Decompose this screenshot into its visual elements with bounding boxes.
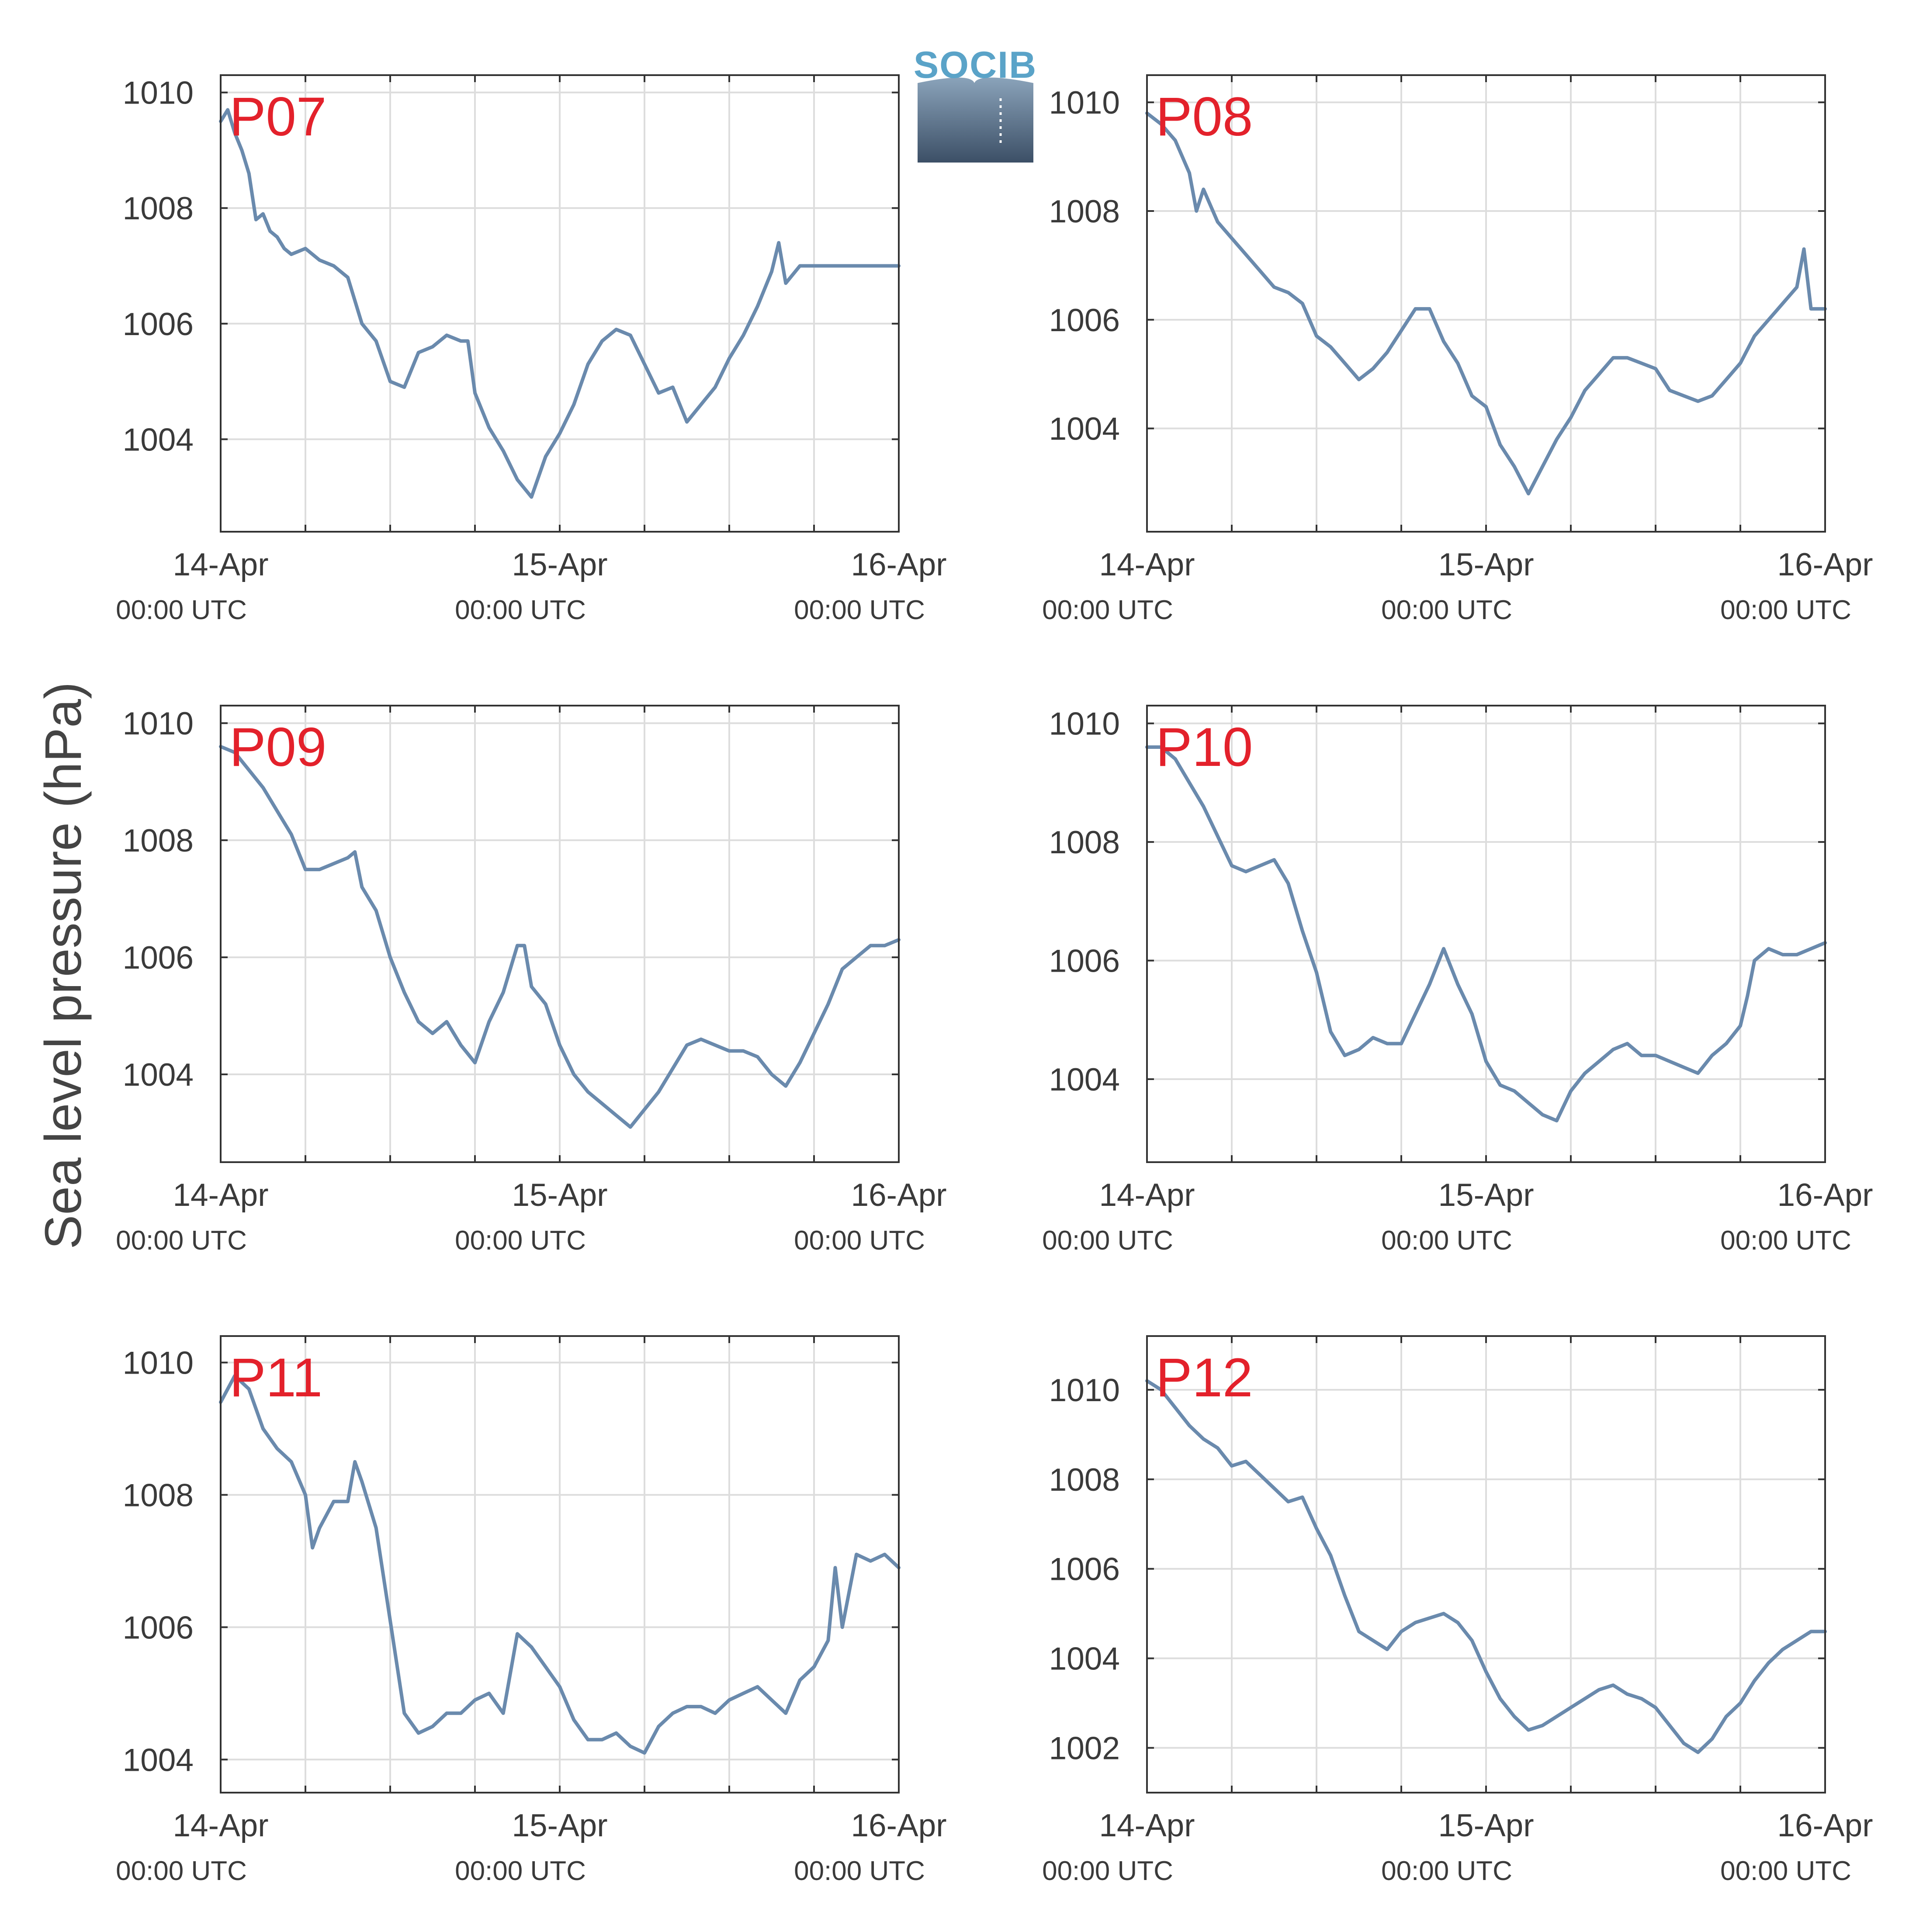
x-tick-label-time: 00:00 UTC bbox=[116, 1226, 247, 1256]
x-tick-label-day: 14-Apr bbox=[173, 547, 268, 582]
x-tick-label-time: 00:00 UTC bbox=[1720, 1856, 1851, 1886]
x-tick-label-time: 00:00 UTC bbox=[455, 1856, 586, 1886]
x-tick-label-time: 00:00 UTC bbox=[794, 595, 925, 625]
panel-p07: 1004 1006 1008 1010 14-Apr 00:00 UTC 15-Apr 00:… bbox=[116, 74, 947, 625]
y-tick-label: 1006 bbox=[123, 1610, 194, 1645]
x-tick-label-day: 16-Apr bbox=[1777, 547, 1873, 582]
x-tick-label-time: 00:00 UTC bbox=[1720, 595, 1851, 625]
y-tick-label: 1010 bbox=[123, 76, 194, 111]
x-tick-label-day: 15-Apr bbox=[512, 1177, 607, 1213]
panel-label: P09 bbox=[229, 717, 326, 778]
x-tick-label-day: 15-Apr bbox=[1438, 547, 1534, 582]
y-tick-label: 1004 bbox=[1049, 412, 1120, 447]
x-tick-label-day: 14-Apr bbox=[1099, 1177, 1195, 1213]
panel-label: P10 bbox=[1156, 717, 1253, 778]
y-tick-label: 1006 bbox=[123, 307, 194, 342]
y-tick-label: 1006 bbox=[1049, 1552, 1120, 1587]
y-tick-label: 1004 bbox=[1049, 1062, 1120, 1098]
pressure-series-line bbox=[219, 1374, 901, 1755]
x-tick-label-time: 00:00 UTC bbox=[1381, 595, 1512, 625]
y-tick-label: 1008 bbox=[123, 1478, 194, 1513]
y-tick-label: 1004 bbox=[123, 422, 194, 457]
x-tick-label-day: 15-Apr bbox=[1438, 1808, 1534, 1843]
x-tick-label-time: 00:00 UTC bbox=[455, 1226, 586, 1256]
y-tick-label: 1008 bbox=[123, 191, 194, 226]
panel-label: P08 bbox=[1156, 87, 1253, 147]
y-tick-label: 1006 bbox=[1049, 944, 1120, 979]
x-tick-label-day: 14-Apr bbox=[173, 1808, 268, 1843]
y-axis-label: Sea level pressure (hPa) bbox=[35, 682, 92, 1250]
x-tick-label-time: 00:00 UTC bbox=[1381, 1856, 1512, 1886]
pressure-series-line bbox=[1145, 745, 1827, 1122]
y-tick-label: 1010 bbox=[123, 1346, 194, 1381]
x-tick-label-time: 00:00 UTC bbox=[116, 595, 247, 625]
x-tick-label-time: 00:00 UTC bbox=[1042, 595, 1173, 625]
socib-logo: SOCIB bbox=[914, 44, 1037, 163]
panel-label: P12 bbox=[1156, 1347, 1253, 1408]
y-tick-label: 1008 bbox=[1049, 194, 1120, 229]
y-tick-label: 1002 bbox=[1049, 1731, 1120, 1766]
y-tick-label: 1010 bbox=[1049, 85, 1120, 121]
logo-text: SOCIB bbox=[914, 44, 1037, 86]
panel-p11: 1004 1006 1008 1010 14-Apr 00:00 UTC 15-Apr 00:… bbox=[116, 1335, 947, 1886]
x-tick-label-day: 16-Apr bbox=[1777, 1177, 1873, 1213]
y-tick-label: 1010 bbox=[1049, 706, 1120, 742]
x-tick-label-time: 00:00 UTC bbox=[1042, 1226, 1173, 1256]
x-tick-label-time: 00:00 UTC bbox=[1042, 1856, 1173, 1886]
panel-label: P11 bbox=[229, 1347, 322, 1408]
x-tick-label-day: 16-Apr bbox=[851, 547, 946, 582]
x-tick-label-day: 16-Apr bbox=[1777, 1808, 1873, 1843]
panel-p10: 1004 1006 1008 1010 14-Apr 00:00 UTC 15-Apr 00:… bbox=[1042, 705, 1873, 1256]
y-tick-label: 1004 bbox=[1049, 1641, 1120, 1677]
y-tick-label: 1006 bbox=[123, 940, 194, 976]
x-tick-label-time: 00:00 UTC bbox=[1381, 1226, 1512, 1256]
x-tick-label-day: 14-Apr bbox=[1099, 547, 1195, 582]
y-tick-label: 1006 bbox=[1049, 303, 1120, 338]
pressure-series-line bbox=[219, 108, 901, 499]
panel-p08: 1004 1006 1008 1010 14-Apr 00:00 UTC 15-Apr 00:… bbox=[1042, 74, 1873, 625]
x-tick-label-day: 15-Apr bbox=[1438, 1177, 1534, 1213]
x-tick-label-time: 00:00 UTC bbox=[794, 1226, 925, 1256]
y-tick-label: 1010 bbox=[1049, 1373, 1120, 1408]
x-tick-label-day: 16-Apr bbox=[851, 1177, 946, 1213]
logo-wave-block bbox=[918, 77, 1033, 163]
x-tick-label-time: 00:00 UTC bbox=[794, 1856, 925, 1886]
y-tick-label: 1008 bbox=[1049, 825, 1120, 860]
panel-p12: 1002 1004 1006 1008 1010 14-Apr 00:00 UTC 15-Ap… bbox=[1042, 1335, 1873, 1886]
x-tick-label-day: 14-Apr bbox=[173, 1177, 268, 1213]
x-tick-label-day: 15-Apr bbox=[512, 547, 607, 582]
y-tick-label: 1008 bbox=[123, 823, 194, 859]
x-tick-label-day: 16-Apr bbox=[851, 1808, 946, 1843]
x-tick-label-time: 00:00 UTC bbox=[1720, 1226, 1851, 1256]
x-tick-label-time: 00:00 UTC bbox=[455, 595, 586, 625]
panel-p09: 1004 1006 1008 1010 14-Apr 00:00 UTC 15-Apr 00:… bbox=[116, 705, 947, 1256]
y-tick-label: 1008 bbox=[1049, 1462, 1120, 1498]
y-tick-label: 1004 bbox=[123, 1057, 194, 1093]
x-tick-label-day: 15-Apr bbox=[512, 1808, 607, 1843]
panel-label: P07 bbox=[229, 87, 326, 147]
y-tick-label: 1010 bbox=[123, 706, 194, 741]
x-tick-label-time: 00:00 UTC bbox=[116, 1856, 247, 1886]
x-tick-label-day: 14-Apr bbox=[1099, 1808, 1195, 1843]
y-tick-label: 1004 bbox=[123, 1742, 194, 1778]
